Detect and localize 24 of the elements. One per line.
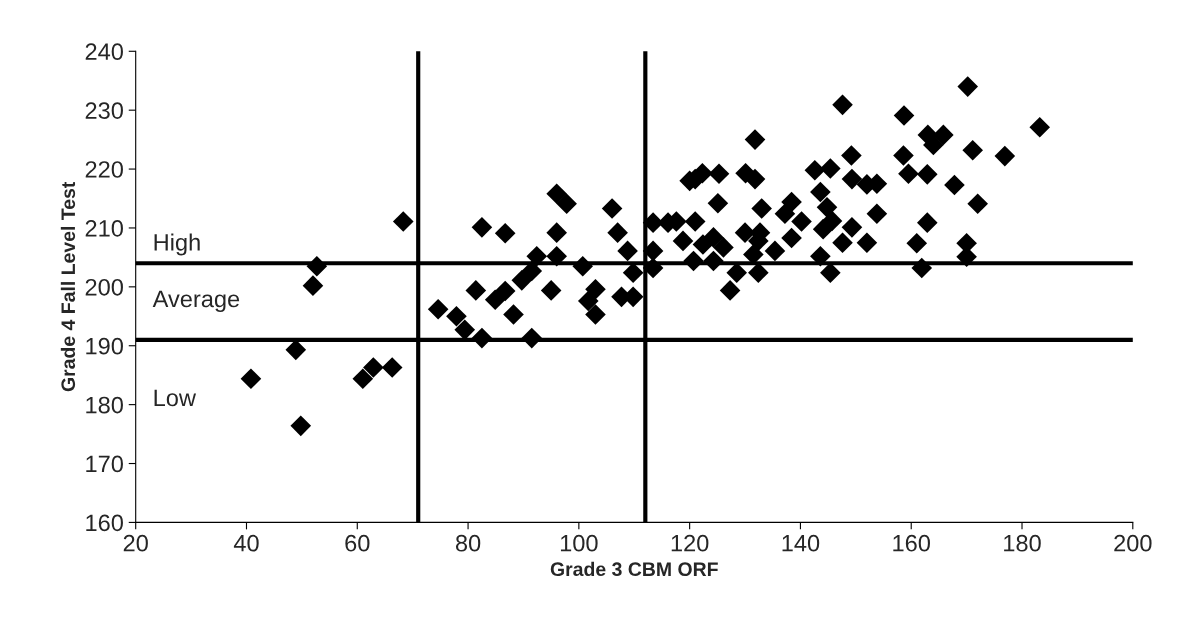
y-tick-label: 170 [86,455,123,473]
y-tick-label: 190 [86,337,123,355]
x-tick-label: 80 [455,534,481,552]
y-axis-title: Grade 4 Fall Level Test [60,181,76,392]
x-axis-title: Grade 3 CBM ORF [550,561,718,577]
y-tick-label: 220 [85,161,123,178]
x-tick-label: 180 [1004,534,1041,552]
y-tick-label: 160 [86,514,123,532]
x-tick-label: 20 [123,534,148,552]
y-tick-label: 180 [86,396,123,414]
x-tick-label: 120 [671,534,709,552]
x-tick-label: 60 [345,534,370,552]
y-tick-label: 240 [85,43,123,61]
x-tick-label: 140 [782,534,820,552]
annotation: High [154,233,200,256]
x-tick-label: 100 [560,534,598,552]
annotation: Low [154,389,197,407]
y-tick-label: 200 [85,278,123,296]
annotation: Average [152,290,240,312]
y-tick-label: 230 [85,102,123,119]
x-tick-label: 200 [1114,534,1152,552]
y-tick-label: 210 [85,220,123,237]
x-tick-label: 40 [233,534,259,552]
x-tick-label: 160 [893,534,930,552]
